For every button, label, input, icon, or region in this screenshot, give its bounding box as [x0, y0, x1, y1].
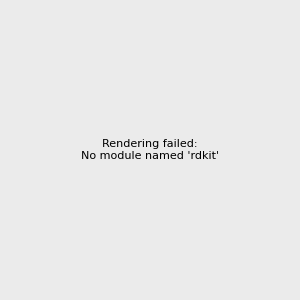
Text: Rendering failed:
No module named 'rdkit': Rendering failed: No module named 'rdkit… — [81, 139, 219, 161]
